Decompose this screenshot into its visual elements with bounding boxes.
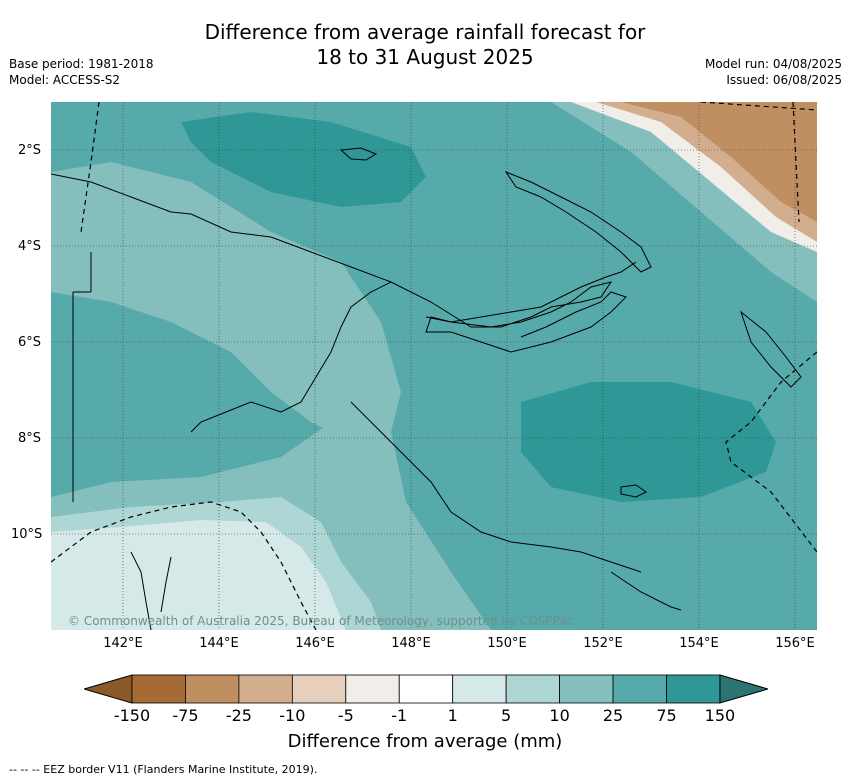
title-line-2: 18 to 31 August 2025 — [316, 45, 534, 69]
colorbar-extend-high — [719, 674, 768, 704]
copyright-notice: © Commonwealth of Australia 2025, Bureau… — [68, 614, 574, 628]
colorbar-tick-label: -5 — [337, 706, 354, 725]
colorbar-segment — [238, 674, 293, 704]
australia-coast — [130, 551, 172, 630]
colorbar-tick-label: 25 — [602, 706, 624, 725]
eez-legend-note: -- -- -- EEZ border V11 (Flanders Marine… — [9, 763, 318, 776]
lon-label-152e: 152°E — [583, 636, 623, 651]
graticule — [51, 102, 817, 630]
eez-line-ne — [792, 102, 800, 223]
colorbar-tick-label: -25 — [225, 706, 252, 725]
colorbar-extend-low — [84, 674, 133, 704]
colorbar-segment — [505, 674, 560, 704]
eez-line-east — [725, 351, 817, 553]
colorbar-tick-label: -10 — [279, 706, 306, 725]
colorbar-segment — [612, 674, 667, 704]
issued-date: Issued: 06/08/2025 — [726, 73, 842, 87]
colorbar-segment — [398, 674, 454, 704]
border-line — [72, 252, 92, 502]
band-1-5-south — [51, 520, 346, 630]
colorbar-segment — [452, 674, 507, 704]
colorbar-tick-label: -75 — [172, 706, 199, 725]
colorbar-tick-label: 1 — [447, 706, 458, 725]
band-10-25-west — [51, 162, 401, 442]
meta-left: Base period: 1981-2018 Model: ACCESS-S2 — [9, 56, 154, 88]
map-canvas — [51, 102, 817, 630]
colorbar — [84, 674, 768, 704]
band-75-150-north — [181, 112, 426, 207]
band-75-150-east — [521, 382, 776, 502]
lat-label-6s: 6°S — [18, 335, 42, 350]
colorbar-segment — [291, 674, 347, 704]
coastlines — [51, 147, 802, 630]
bougainville-coast — [739, 310, 802, 388]
colorbar-tick-label: 5 — [501, 706, 512, 725]
colorbar-tick-label: 10 — [549, 706, 570, 725]
eez-borders — [51, 102, 817, 630]
colorbar-segment — [666, 674, 721, 704]
eez-line-south — [51, 501, 317, 630]
eez-line-north — [700, 102, 817, 111]
lat-label-8s: 8°S — [18, 431, 42, 446]
lon-label-154e: 154°E — [679, 636, 719, 651]
new-ireland-coast — [504, 170, 652, 273]
colorbar-tick-label: 150 — [704, 706, 736, 725]
new-britain-coast — [425, 261, 637, 323]
eez-line-west — [80, 102, 100, 233]
lon-label-142e: 142°E — [103, 636, 143, 651]
island-east-1 — [620, 484, 647, 498]
meta-right: Model run: 04/08/2025 Issued: 06/08/2025 — [705, 56, 842, 88]
colorbar-segment — [345, 674, 400, 704]
colorbar-segment — [185, 674, 240, 704]
lat-label-4s: 4°S — [18, 239, 42, 254]
colorbar-title: Difference from average (mm) — [287, 731, 563, 752]
colorbar-segment — [131, 674, 186, 704]
lon-label-150e: 150°E — [487, 636, 527, 651]
manus-coast — [339, 147, 378, 161]
lon-label-156e: 156°E — [775, 636, 815, 651]
base-period: Base period: 1981-2018 — [9, 57, 154, 71]
island-east-2 — [610, 571, 682, 611]
lat-label-2s: 2°S — [18, 143, 42, 158]
lat-label-10s: 10°S — [11, 527, 43, 542]
lon-label-148e: 148°E — [391, 636, 431, 651]
colorbar-tick-label: 75 — [656, 706, 677, 725]
model-name: Model: ACCESS-S2 — [9, 73, 121, 87]
colorbar-tick-label: -150 — [113, 706, 151, 725]
colorbar-tick-label: -1 — [391, 706, 408, 725]
lon-label-146e: 146°E — [295, 636, 335, 651]
new-guinea-coast — [51, 173, 642, 573]
rainfall-map — [51, 102, 817, 630]
model-run: Model run: 04/08/2025 — [704, 57, 842, 71]
band-east-brown — [621, 102, 817, 222]
title-line-1: Difference from average rainfall forecas… — [204, 20, 646, 44]
colorbar-segment — [559, 674, 614, 704]
lon-label-144e: 144°E — [199, 636, 239, 651]
map-title: Difference from average rainfall forecas… — [0, 20, 850, 70]
